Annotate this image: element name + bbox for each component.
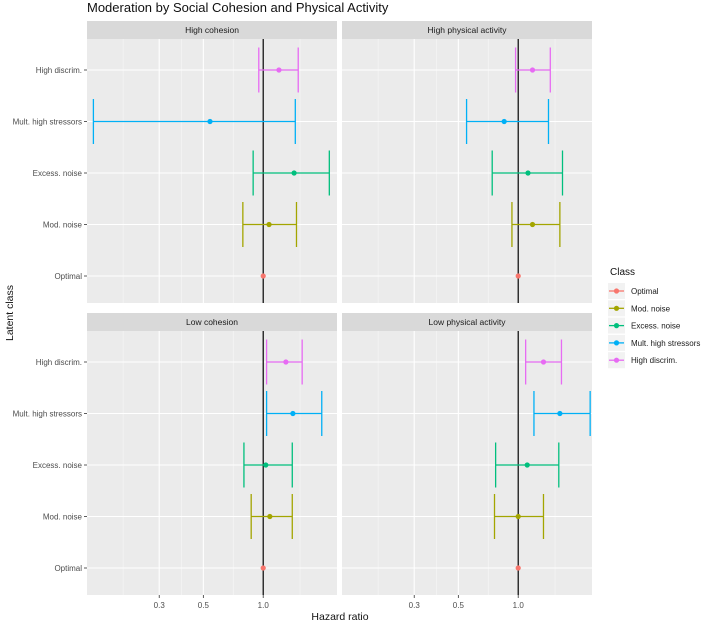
point-high-cohesion-mod-noise	[266, 221, 272, 228]
y-axis-top-row: High discrim. Mult. high stressors Excess.…	[13, 66, 87, 281]
point-low-physical-activity-high-discrim	[540, 359, 547, 365]
x-tick-label-xaxis-right-0: 0.3	[409, 601, 421, 610]
y-tick-label-yaxis-bottom-high-discrim: High discrim.	[36, 358, 82, 367]
y-tick-label-yaxis-top-optimal: Optimal	[54, 272, 82, 281]
point-high-cohesion-optimal	[260, 273, 266, 279]
legend-key-point-mult-high-stressors	[613, 340, 620, 346]
panel-area-low-cohesion	[87, 331, 337, 595]
y-axis-bottom-row: High discrim. Mult. high stressors Excess.…	[13, 358, 87, 573]
y-tick-label-yaxis-bottom-mod-noise: Mod. noise	[43, 513, 83, 522]
strip-label-low-physical-activity: Low physical activity	[428, 317, 506, 327]
legend-label-mult-high-stressors: Mult. high stressors	[631, 339, 700, 348]
x-tick-label-xaxis-right-2: 1.0	[513, 601, 525, 610]
y-tick-label-yaxis-top-excess-noise: Excess. noise	[33, 169, 83, 178]
marks-low-cohesion	[243, 339, 323, 571]
strip-label-high-cohesion: High cohesion	[185, 25, 239, 35]
legend-label-optimal: Optimal	[631, 287, 659, 296]
y-tick-label-yaxis-bottom-excess-noise: Excess. noise	[33, 461, 83, 470]
point-low-cohesion-excess-noise	[263, 462, 269, 468]
legend-title: Class	[610, 267, 635, 278]
marks-high-cohesion	[92, 47, 330, 279]
point-high-physical-activity-high-discrim	[529, 67, 536, 73]
strip-low-cohesion	[87, 313, 337, 331]
panel-top-left: High cohesion	[87, 21, 337, 303]
point-high-physical-activity-optimal	[515, 273, 521, 279]
panel-area-low-physical-activity	[342, 331, 592, 595]
x-tick-label-xaxis-right-1: 0.5	[453, 601, 465, 610]
point-low-cohesion-mod-noise	[267, 513, 273, 520]
legend-key-point-excess-noise	[613, 323, 620, 329]
strip-low-physical-activity	[342, 313, 592, 331]
chart-title: Moderation by Social Cohesion and Physic…	[87, 0, 389, 15]
point-high-cohesion-high-discrim	[276, 67, 282, 73]
legend-label-mod-noise: Mod. noise	[631, 304, 671, 313]
y-tick-label-yaxis-bottom-mult-high-stressors: Mult. high stressors	[13, 410, 82, 419]
point-high-physical-activity-mult-high-stressors	[501, 118, 507, 125]
point-low-physical-activity-excess-noise	[524, 462, 530, 468]
x-tick-label-xaxis-left-2: 1.0	[258, 601, 270, 610]
legend-entries: Optimal Mod. noise Excess. noise Mult. high…	[608, 283, 700, 369]
strip-label-high-physical-activity: High physical activity	[428, 25, 508, 35]
marks-low-physical-activity	[493, 339, 591, 571]
strip-label-low-cohesion: Low cohesion	[186, 317, 238, 327]
point-high-cohesion-mult-high-stressors	[207, 118, 213, 125]
y-tick-label-yaxis-bottom-optimal: Optimal	[54, 564, 82, 573]
panel-top-right: High physical activity	[342, 21, 592, 303]
legend: Class Optimal Mod. noise Excess. noise Mult…	[608, 267, 700, 369]
x-axis-right-column: 0.3 0.5 1.0	[409, 595, 525, 610]
point-low-cohesion-optimal	[260, 565, 266, 571]
legend-key-point-mod-noise	[613, 305, 620, 311]
strip-high-physical-activity	[342, 21, 592, 39]
x-axis-title: Hazard ratio	[311, 611, 368, 623]
panel-bottom-right: Low physical activity	[342, 313, 592, 595]
marks-high-physical-activity	[465, 47, 564, 279]
legend-key-point-optimal	[613, 288, 620, 294]
point-high-cohesion-excess-noise	[291, 170, 297, 176]
legend-key-point-high-discrim	[613, 357, 620, 363]
panel-area-high-cohesion	[87, 39, 337, 303]
panel-bottom-left: Low cohesion	[87, 313, 337, 595]
point-low-physical-activity-optimal	[515, 565, 521, 571]
y-tick-label-yaxis-top-mult-high-stressors: Mult. high stressors	[13, 118, 82, 127]
point-low-physical-activity-mult-high-stressors	[557, 410, 563, 417]
legend-label-excess-noise: Excess. noise	[631, 322, 681, 331]
point-high-physical-activity-excess-noise	[525, 170, 531, 176]
legend-label-high-discrim: High discrim.	[631, 356, 677, 365]
y-tick-label-yaxis-top-mod-noise: Mod. noise	[43, 221, 83, 230]
y-axis-title: Latent class	[4, 285, 16, 341]
strip-high-cohesion	[87, 21, 337, 39]
x-axis-left-column: 0.3 0.5 1.0	[154, 595, 270, 610]
panel-area-high-physical-activity	[342, 39, 592, 303]
y-tick-label-yaxis-top-high-discrim: High discrim.	[36, 66, 82, 75]
point-low-physical-activity-mod-noise	[515, 513, 521, 520]
point-low-cohesion-high-discrim	[283, 359, 289, 365]
x-tick-label-xaxis-left-1: 0.5	[198, 601, 210, 610]
point-high-physical-activity-mod-noise	[529, 221, 536, 228]
point-low-cohesion-mult-high-stressors	[290, 410, 296, 417]
x-tick-label-xaxis-left-0: 0.3	[154, 601, 166, 610]
